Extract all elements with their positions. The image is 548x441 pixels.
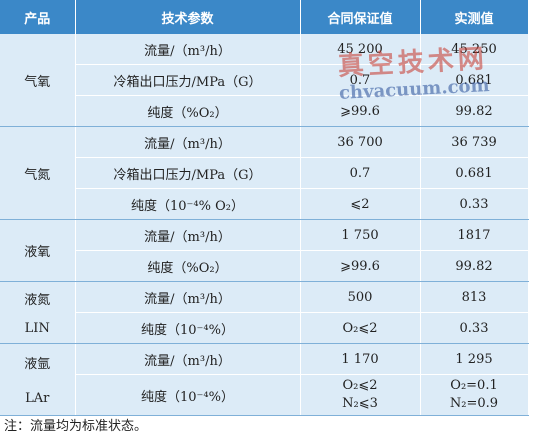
table-row: 气氧 流量/（m³/h） 45 200 45 250 [0, 34, 529, 127]
cell: 冷箱出口压力/MPa（G） [75, 64, 301, 96]
product-line: 液氮 [24, 292, 51, 308]
product-cell: 气氧 [0, 34, 76, 127]
table-body: 气氧 流量/（m³/h） 45 200 45 250 冷箱出口压力/MPa（G） 0.7 0… [0, 34, 529, 416]
cell-line: O₂⩽2 [342, 378, 378, 393]
product-cell: 气氮 [0, 126, 76, 220]
cell: 冷箱出口压力/MPa（G） [75, 157, 301, 189]
product-line: LAr [25, 390, 50, 406]
cell: 1 170 [300, 343, 421, 375]
spec-table: 产品 技术参数 合同保证值 实测值 气氧 流量/（m³/h） 45 200 45 250 冷箱… [0, 0, 529, 416]
cell: 纯度（10⁻⁴% O₂） [75, 188, 301, 220]
cell: 流量/（m³/h） [75, 219, 301, 251]
table-row: 液氮 LIN 流量/（m³/h） 500 813 [0, 281, 529, 344]
cell: 纯度（10⁻⁴%） [75, 374, 301, 416]
cell-line: O₂=0.1 [450, 378, 498, 393]
cell: 45 250 [420, 34, 529, 65]
cell: 0.681 [420, 64, 529, 96]
cell: 0.33 [420, 188, 529, 220]
cell: 纯度（%O₂） [75, 95, 301, 127]
table-row: 纯度（%O₂） ⩾99.6 99.82 [0, 250, 529, 282]
table-row: 气氮 流量/（m³/h） 36 700 36 739 [0, 126, 529, 220]
cell: ⩾99.6 [300, 95, 421, 127]
cell-line: N₂⩽3 [342, 396, 378, 411]
product-line: 液氧 [24, 245, 51, 260]
footnote: 注：流量均为标准状态。 [4, 419, 148, 434]
table-row: 纯度（10⁻⁴%） O₂⩽2 0.33 [0, 312, 529, 344]
cell: 0.7 [300, 64, 421, 96]
product-label: 液氮 LIN [0, 282, 75, 343]
cell: 99.82 [420, 95, 529, 127]
cell: 0.33 [420, 312, 529, 344]
header-cell: 合同保证值 [300, 0, 421, 34]
cell: 1 750 [300, 219, 421, 251]
table-row: 纯度（10⁻⁴% O₂） ⩽2 0.33 [0, 188, 529, 220]
cell: 流量/（m³/h） [75, 34, 301, 65]
cell: O₂⩽2 [300, 312, 421, 344]
cell: 0.681 [420, 157, 529, 189]
table-row: 液氧 流量/（m³/h） 1 750 1817 [0, 219, 529, 282]
header-cell: 实测值 [420, 0, 529, 34]
cell-line: N₂=0.9 [449, 396, 499, 411]
product-label: 液氧 [0, 220, 75, 281]
cell: 500 [300, 281, 421, 313]
product-line: 气氮 [24, 167, 51, 183]
header-cell: 产品 [0, 0, 76, 34]
table-row: 冷箱出口压力/MPa（G） 0.7 0.681 [0, 64, 529, 96]
product-label: 气氮 [0, 127, 75, 219]
cell: 流量/（m³/h） [75, 281, 301, 313]
cell: 0.7 [300, 157, 421, 189]
cell: 流量/（m³/h） [75, 126, 301, 158]
cell: 36 739 [420, 126, 529, 158]
cell: 36 700 [300, 126, 421, 158]
watermark: 真空技术网 chvacuum.com [337, 38, 490, 104]
product-cell: 液氩 LAr [0, 343, 76, 416]
header-row: 产品 技术参数 合同保证值 实测值 [0, 0, 529, 34]
cell: 纯度（10⁻⁴%） [75, 312, 301, 344]
header-cell: 技术参数 [75, 0, 301, 34]
table-row: 纯度（%O₂） ⩾99.6 99.82 [0, 95, 529, 127]
cell: O₂⩽2 N₂⩽3 [300, 374, 421, 416]
cell: 813 [420, 281, 529, 313]
cell: 1 295 [420, 343, 529, 375]
cell: 1817 [420, 219, 529, 251]
product-cell: 液氧 [0, 219, 76, 282]
table-row: 冷箱出口压力/MPa（G） 0.7 0.681 [0, 157, 529, 189]
cell: 流量/（m³/h） [75, 343, 301, 375]
product-line: 气氧 [24, 74, 51, 90]
table-row: 纯度（10⁻⁴%） O₂⩽2 N₂⩽3 O₂=0.1 N₂=0.9 [0, 374, 529, 416]
cell: ⩾99.6 [300, 250, 421, 282]
cell: ⩽2 [300, 188, 421, 220]
product-cell: 液氮 LIN [0, 281, 76, 344]
cell: 纯度（%O₂） [75, 250, 301, 282]
table-row: 液氩 LAr 流量/（m³/h） 1 170 1 295 [0, 343, 529, 416]
product-line: LIN [24, 321, 50, 337]
product-label: 气氧 [0, 34, 75, 126]
product-label: 液氩 LAr [0, 344, 75, 415]
cell: O₂=0.1 N₂=0.9 [420, 374, 529, 416]
product-line: 液氩 [24, 357, 51, 373]
cell: 45 200 [300, 34, 421, 65]
cell: 99.82 [420, 250, 529, 282]
